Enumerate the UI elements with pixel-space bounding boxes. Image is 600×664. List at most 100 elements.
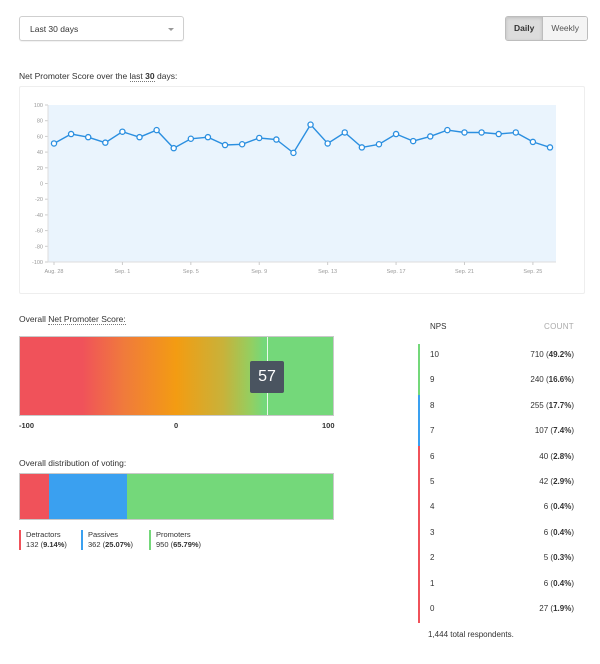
data-point [290,149,297,157]
y-tick-label: 100 [34,103,43,109]
distribution-bar [19,473,334,520]
nps-count: 40 (2.8%) [539,451,574,461]
gauge-title: Overall Net Promoter Score: [19,314,126,325]
data-point [67,130,75,138]
data-point [255,134,263,142]
nps-gauge: 57 [19,336,334,416]
nps-score: 6 [430,451,435,461]
table-header: NPS COUNT [418,322,574,336]
nps-link[interactable]: Net Promoter Score: [48,314,126,325]
data-point [427,133,434,140]
nps-score: 10 [430,350,439,359]
data-point [512,129,520,136]
x-tick-label: Sep. 21 [455,269,474,275]
table-row: 10 710 (49.2%) [418,344,574,364]
data-point [546,144,554,151]
nps-count: 6 (0.4%) [543,527,574,537]
data-point [529,138,537,146]
table-row: 4 6 (0.4%) [418,496,574,516]
data-point [136,133,143,141]
nps-score: 8 [430,400,435,410]
nps-score: 0 [430,604,435,613]
nps-count: 6 (0.4%) [543,502,574,512]
detractors-segment [20,474,49,519]
nps-count: 42 (2.9%) [539,477,574,486]
data-point [50,140,58,147]
nps-count: 27 (1.9%) [539,604,574,613]
nps-score: 9 [430,375,435,385]
x-tick-label: Sep. 5 [183,269,199,275]
nps-count: 710 (49.2%) [530,350,574,359]
nps-count: 5 (0.3%) [543,553,574,563]
data-point [187,135,195,143]
data-point [84,133,92,141]
nps-score: 2 [430,553,435,563]
y-tick-label: -40 [35,213,43,219]
passives-segment [48,474,128,519]
nps-count: 255 (17.7%) [530,400,574,410]
x-tick-label: Sep. 13 [318,269,337,275]
period-toggle: Daily Weekly [505,16,589,41]
table-row: 3 6 (0.4%) [418,522,574,542]
nps-count: 107 (7.4%) [534,426,574,436]
table-row: 5 42 (2.9%) [418,471,574,491]
data-point [221,141,229,149]
category-bar [418,445,420,624]
daily-button[interactable]: Daily [506,17,544,40]
x-tick-label: Sep. 9 [251,269,267,275]
y-tick-label: -100 [32,260,43,266]
table-row: 0 27 (1.9%) [418,598,574,618]
category-bar [418,394,420,446]
nps-score: 1 [430,578,435,588]
table-row: 2 5 (0.3%) [418,547,574,567]
legend-label: Detractors [26,530,61,539]
col-nps: NPS [430,322,447,331]
total-respondents: 1,444 total respondents. [428,630,514,639]
x-tick-label: Sep. 1 [114,269,130,275]
nps-count: 240 (16.6%) [530,375,574,385]
nps-count-table: NPS COUNT 10 710 (49.2%) 9 240 (16.6%) 8 255 … [418,322,574,624]
data-point [461,129,468,136]
y-tick-label: -60 [35,229,43,235]
data-point [358,144,366,151]
nps-score: 4 [430,502,435,512]
y-tick-label: -20 [35,197,43,203]
table-row: 7 107 (7.4%) [418,420,574,440]
x-tick-label: Aug. 28 [45,269,64,275]
legend-passives: Passives 362 (25.07%) [81,530,133,550]
data-point [102,139,109,146]
nps-count: 6 (0.4%) [543,578,574,588]
y-tick-label: 80 [37,119,43,125]
table-row: 1 6 (0.4%) [418,573,574,593]
data-point [341,129,349,136]
data-point [444,126,451,134]
legend-label: Passives [88,530,119,539]
gauge-scale-max: 100 [322,421,335,430]
legend-label: Promoters [156,530,191,539]
nps-score: 7 [430,426,435,436]
data-point [273,136,280,143]
data-point [495,130,502,138]
x-tick-label: Sep. 17 [387,269,406,275]
gauge-scale-min: -100 [19,421,35,430]
nps-line-chart: -100 -80 -60 -40 -20 0 20 40 60 80 100 Aug. 28 Sep. … [19,86,585,294]
plot-area [48,105,556,262]
chevron-down-icon [168,28,174,31]
weekly-button[interactable]: Weekly [543,17,588,40]
last-days-link[interactable]: last 30 [129,71,155,82]
data-point [478,129,485,136]
data-point [204,133,212,141]
data-point [238,141,246,148]
date-range-select[interactable]: Last 30 days [19,16,184,41]
line-chart-svg: -100 -80 -60 -40 -20 0 20 40 60 80 100 Aug. 28 Sep. … [32,103,556,275]
data-point [170,144,177,152]
y-tick-label: 60 [37,134,43,140]
y-tick-label: 0 [40,182,43,188]
y-tick-label: 20 [37,166,43,172]
nps-score: 5 [430,477,435,486]
data-point [153,126,160,134]
col-count: COUNT [544,322,574,331]
nps-score: 3 [430,527,435,537]
x-tick-label: Sep. 25 [523,269,542,275]
line-chart-title: Net Promoter Score over the last 30 days… [19,71,178,82]
